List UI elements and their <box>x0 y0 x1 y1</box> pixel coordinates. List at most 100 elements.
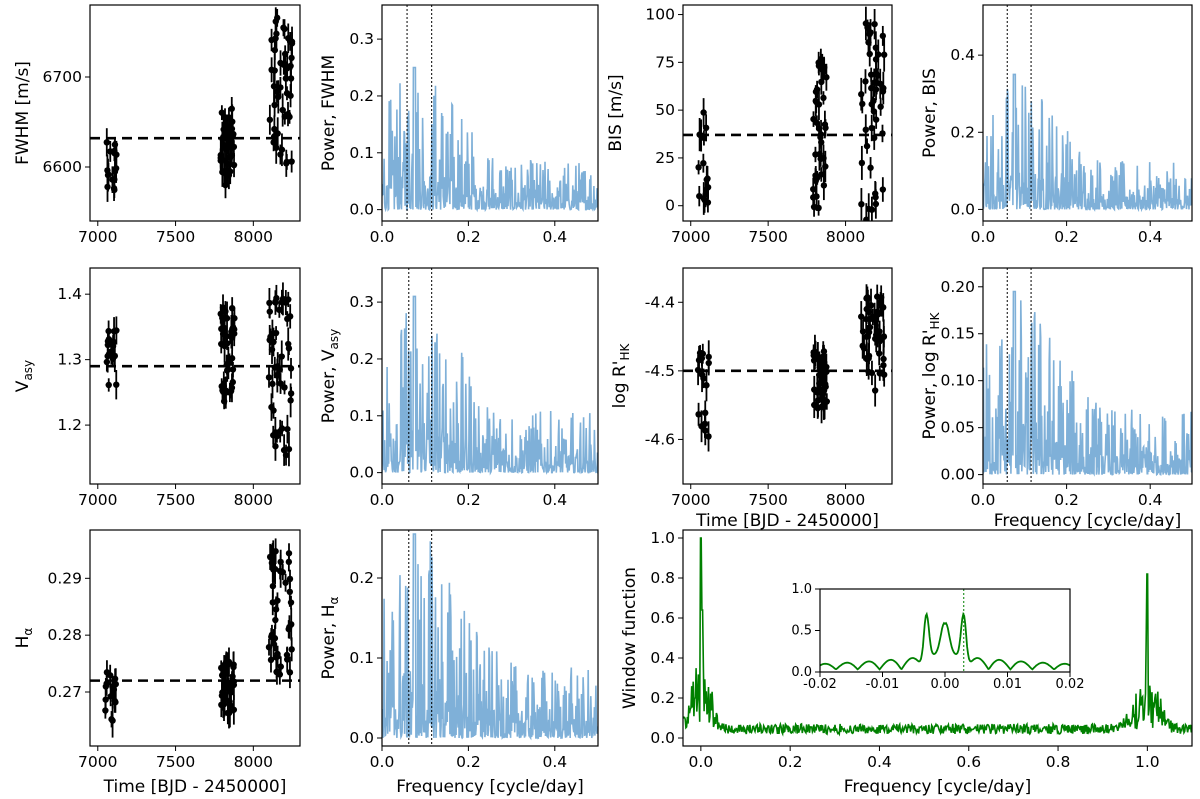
data-point <box>880 333 887 340</box>
data-point <box>701 196 708 204</box>
data-point <box>274 653 281 660</box>
data-point <box>105 327 112 335</box>
data-point <box>229 673 236 680</box>
y-tick-label: 0.0 <box>650 729 675 747</box>
data-point <box>222 181 229 189</box>
data-point <box>819 63 826 71</box>
data-point <box>276 306 283 314</box>
data-point <box>862 315 870 323</box>
panel-7: 0.0 0.2 0.4 0.00 0.05 0.10 0.15 0.20 Power, log … <box>920 267 1193 531</box>
data-point <box>702 124 710 132</box>
x-tick-label: 0.4 <box>542 491 567 509</box>
data-point <box>288 38 296 45</box>
y-tick-label: 1.2 <box>57 416 82 434</box>
data-point <box>286 113 293 121</box>
data-point <box>823 74 830 81</box>
x-tick-label: 0.4 <box>867 753 892 771</box>
y-tick-label: 0.1 <box>349 144 374 162</box>
y-tick-label: 0.28 <box>47 626 82 644</box>
data-point <box>695 164 702 171</box>
axes-frame <box>982 4 1193 222</box>
plot-area <box>683 6 892 221</box>
window-function-line <box>683 537 1192 737</box>
data-point <box>812 172 819 179</box>
y-tick-label: 0.00 <box>940 466 975 484</box>
panel-0: 7000 7500 8000 6600 6700 FWHM [m/s] <box>13 4 301 246</box>
data-point <box>228 152 236 159</box>
data-point <box>695 411 702 418</box>
data-point <box>865 308 873 316</box>
y-tick-label: 0.4 <box>650 649 675 667</box>
x-tick-label: 0.8 <box>1046 753 1071 771</box>
data-point <box>271 101 278 109</box>
data-point <box>877 103 884 110</box>
y-axis-label-sub: asy <box>327 329 341 350</box>
data-point <box>229 366 237 373</box>
data-point <box>872 44 880 51</box>
panel-6: 7000 7500 8000 -4.6 -4.5 -4.4 log R'HK Time [BJ… <box>610 267 893 531</box>
data-point <box>286 669 294 676</box>
data-point <box>280 61 288 68</box>
data-point <box>810 185 817 193</box>
data-point <box>274 363 281 370</box>
y-tick-label: 0 <box>665 197 675 215</box>
periodogram-line <box>983 290 1192 477</box>
y-tick-label: 0.29 <box>47 569 82 587</box>
data-point <box>286 588 294 596</box>
inset-window-line <box>819 611 1071 671</box>
data-point <box>872 194 879 201</box>
axes-frame <box>381 4 599 222</box>
x-axis-label: Time [BJD - 2450000] <box>103 777 287 797</box>
x-tick-label: 0.01 <box>993 677 1022 692</box>
panel-4: 7000 7500 8000 1.2 1.3 1.4 Vasy <box>13 267 301 509</box>
plot-area <box>382 530 598 746</box>
data-point <box>266 336 273 344</box>
y-axis-label-sub: HK <box>618 343 632 361</box>
y-axis-label-main: log R' <box>610 361 630 409</box>
y-tick-label: 0.3 <box>349 293 374 311</box>
y-axis-label: Power, BIS <box>920 68 940 158</box>
y-tick-label: 0.2 <box>349 569 374 587</box>
y-tick-label: 0.1 <box>349 649 374 667</box>
axes-frame <box>682 529 1193 747</box>
data-point <box>221 389 228 396</box>
x-tick-label: 0.2 <box>456 753 481 771</box>
data-point <box>219 689 226 696</box>
data-point <box>105 336 113 343</box>
data-point <box>880 355 887 363</box>
y-tick-label: 0.0 <box>349 464 374 482</box>
data-point <box>818 78 825 86</box>
data-point <box>705 359 712 367</box>
x-tick-label: 7500 <box>156 491 195 509</box>
data-point <box>288 54 295 62</box>
y-tick-label: 6600 <box>43 158 82 176</box>
data-point <box>698 423 705 430</box>
x-tick-label: 0.4 <box>1138 491 1163 509</box>
axes-frame <box>682 4 893 222</box>
data-point <box>219 304 227 311</box>
data-point <box>228 304 236 312</box>
data-point <box>223 340 231 347</box>
plot-area <box>382 268 598 484</box>
axes-frame <box>682 267 893 485</box>
data-point <box>858 313 865 320</box>
data-point <box>275 93 282 101</box>
data-point <box>287 75 295 82</box>
axes-frame <box>982 267 1193 485</box>
data-point <box>696 192 703 200</box>
y-axis-label: Window function <box>620 567 640 709</box>
data-point <box>700 375 707 382</box>
data-point <box>879 186 887 193</box>
y-tick-label: 1.0 <box>791 582 812 597</box>
data-point <box>866 50 873 58</box>
data-point <box>226 389 234 396</box>
data-point <box>871 20 878 28</box>
y-axis-label-main: Power, V <box>319 349 339 423</box>
data-point <box>276 671 284 678</box>
x-axis-label: Frequency [cycle/day] <box>396 777 583 797</box>
data-point <box>874 293 881 300</box>
data-point <box>288 646 295 653</box>
data-point <box>863 333 870 340</box>
data-point <box>272 329 280 337</box>
x-tick-label: 7000 <box>78 491 117 509</box>
